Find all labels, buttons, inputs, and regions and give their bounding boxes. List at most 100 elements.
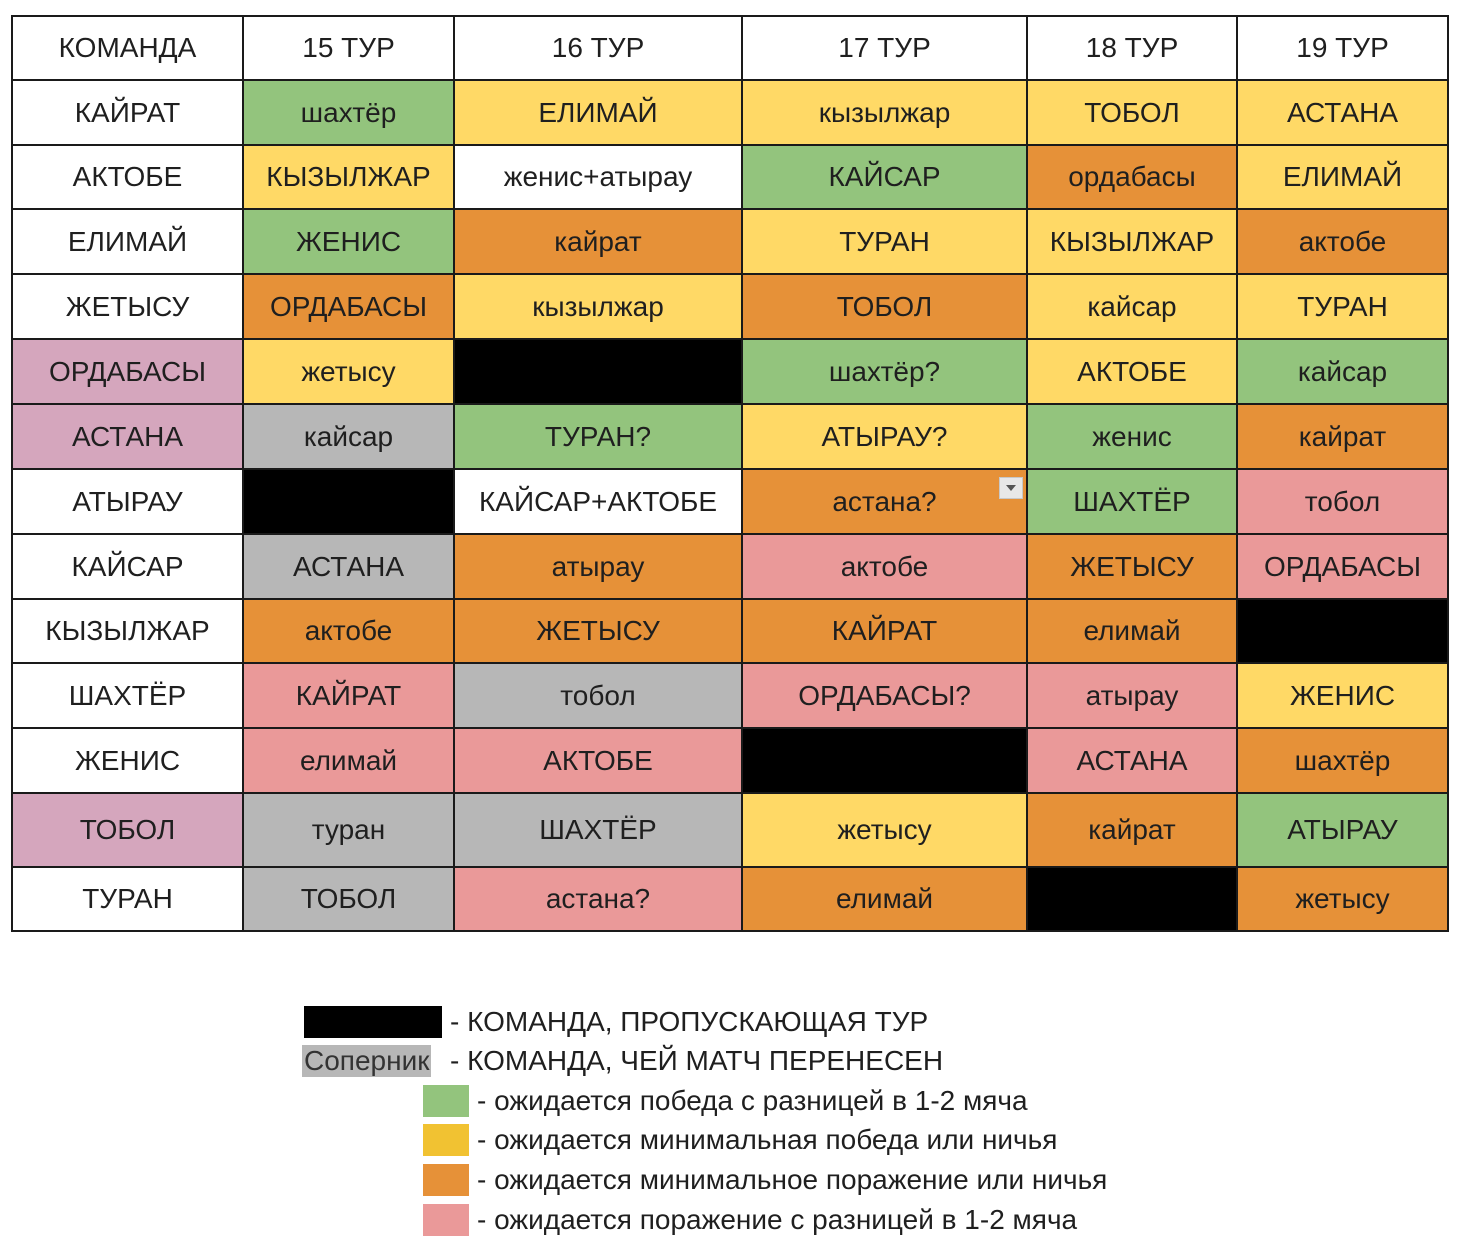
opponent-cell[interactable]: шахтёр xyxy=(242,79,455,146)
opponent-cell[interactable]: ШАХТЁР xyxy=(453,792,743,868)
opponent-cell[interactable]: кайсар xyxy=(1236,338,1449,405)
opponent-cell[interactable]: актобе xyxy=(741,533,1028,600)
bye-cell[interactable] xyxy=(453,338,743,405)
opponent-cell[interactable]: АКТОБЕ xyxy=(1026,338,1238,405)
opponent-cell[interactable]: кызылжар xyxy=(741,79,1028,146)
opponent-cell[interactable]: АСТАНА xyxy=(1026,727,1238,794)
opponent-cell[interactable]: КЫЗЫЛЖАР xyxy=(242,144,455,210)
opponent-cell[interactable]: КАЙРАТ xyxy=(242,662,455,729)
opponent-label: жетысу xyxy=(301,355,396,387)
opponent-cell[interactable]: кайрат xyxy=(1026,792,1238,868)
opponent-cell[interactable]: ШАХТЁР xyxy=(1026,468,1238,535)
opponent-cell[interactable]: ЕЛИМАЙ xyxy=(453,79,743,146)
header-team[interactable]: КОМАНДА xyxy=(11,15,244,81)
opponent-cell[interactable]: ордабасы xyxy=(1026,144,1238,210)
team-cell[interactable]: ЕЛИМАЙ xyxy=(11,208,244,275)
opponent-cell[interactable]: АТЫРАУ? xyxy=(741,403,1028,470)
legend-label-win-min: - ожидается минимальная победа или ничья xyxy=(477,1124,1058,1155)
opponent-cell[interactable]: ЕЛИМАЙ xyxy=(1236,144,1449,210)
opponent-label: ЖЕТЫСУ xyxy=(1070,550,1194,582)
team-cell[interactable]: КАЙСАР xyxy=(11,533,244,600)
opponent-cell[interactable]: ТОБОЛ xyxy=(1026,79,1238,146)
opponent-cell[interactable]: кайсар xyxy=(242,403,455,470)
opponent-cell[interactable]: актобе xyxy=(242,598,455,664)
opponent-cell[interactable]: женис+атырау xyxy=(453,144,743,210)
opponent-cell[interactable]: ЖЕНИС xyxy=(1236,662,1449,729)
opponent-cell[interactable]: ОРДАБАСЫ? xyxy=(741,662,1028,729)
header-round[interactable]: 15 ТУР xyxy=(242,15,455,81)
header-round[interactable]: 19 ТУР xyxy=(1236,15,1449,81)
opponent-cell[interactable]: КАЙРАТ xyxy=(741,598,1028,664)
opponent-cell[interactable]: ОРДАБАСЫ xyxy=(242,273,455,340)
bye-cell[interactable] xyxy=(1236,598,1449,664)
opponent-cell[interactable]: кызылжар xyxy=(453,273,743,340)
opponent-cell[interactable]: жетысу xyxy=(242,338,455,405)
opponent-cell[interactable]: елимай xyxy=(741,866,1028,932)
opponent-cell[interactable]: тобол xyxy=(1236,468,1449,535)
legend-label-win-big: - ожидается победа с разницей в 1-2 мяча xyxy=(477,1085,1028,1116)
team-cell[interactable]: АКТОБЕ xyxy=(11,144,244,210)
opponent-cell[interactable]: шахтёр xyxy=(1236,727,1449,794)
opponent-cell[interactable]: елимай xyxy=(242,727,455,794)
team-cell[interactable]: КАЙРАТ xyxy=(11,79,244,146)
opponent-cell[interactable]: кайрат xyxy=(453,208,743,275)
opponent-cell[interactable]: тобол xyxy=(453,662,743,729)
opponent-cell[interactable]: ЖЕТЫСУ xyxy=(453,598,743,664)
team-cell[interactable]: АСТАНА xyxy=(11,403,244,470)
opponent-cell[interactable]: КАЙСАР xyxy=(741,144,1028,210)
table-row: АСТАНА кайсар ТУРАН? АТЫРАУ? женис кайрат xyxy=(11,403,1449,470)
dropdown-arrow-icon[interactable] xyxy=(999,477,1023,499)
team-cell[interactable]: АТЫРАУ xyxy=(11,468,244,535)
opponent-cell[interactable]: ЖЕТЫСУ xyxy=(1026,533,1238,600)
team-cell[interactable]: ШАХТЁР xyxy=(11,662,244,729)
opponent-label: ТОБОЛ xyxy=(836,290,933,322)
opponent-label: атырау xyxy=(1085,679,1179,711)
team-cell[interactable]: КЫЗЫЛЖАР xyxy=(11,598,244,664)
opponent-cell[interactable]: КАЙСАР+АКТОБЕ xyxy=(453,468,743,535)
opponent-cell[interactable]: ТУРАН? xyxy=(453,403,743,470)
team-cell[interactable]: ЖЕНИС xyxy=(11,727,244,794)
opponent-label: женис+атырау xyxy=(503,161,693,192)
opponent-cell[interactable]: актобе xyxy=(1236,208,1449,275)
opponent-cell[interactable]: АСТАНА xyxy=(242,533,455,600)
header-round[interactable]: 17 ТУР xyxy=(741,15,1028,81)
table-row: ТУРАН ТОБОЛ астана? елимай жетысу xyxy=(11,866,1449,932)
opponent-cell[interactable]: жетысу xyxy=(1236,866,1449,932)
table-row: ТОБОЛ туран ШАХТЁР жетысу кайрат АТЫРАУ xyxy=(11,792,1449,868)
opponent-cell[interactable]: ОРДАБАСЫ xyxy=(1236,533,1449,600)
opponent-cell[interactable]: атырау xyxy=(1026,662,1238,729)
opponent-cell[interactable]: АСТАНА xyxy=(1236,79,1449,146)
opponent-cell[interactable]: астана? xyxy=(453,866,743,932)
opponent-label: АТЫРАУ? xyxy=(821,420,948,452)
table-row: КАЙРАТ шахтёр ЕЛИМАЙ кызылжар ТОБОЛ АСТАНА xyxy=(11,79,1449,146)
opponent-cell[interactable]: кайрат xyxy=(1236,403,1449,470)
opponent-cell[interactable]: туран xyxy=(242,792,455,868)
team-cell[interactable]: ТОБОЛ xyxy=(11,792,244,868)
opponent-cell[interactable]: ЖЕНИС xyxy=(242,208,455,275)
opponent-cell[interactable]: атырау xyxy=(453,533,743,600)
bye-cell[interactable] xyxy=(242,468,455,535)
team-cell[interactable]: ОРДАБАСЫ xyxy=(11,338,244,405)
team-cell[interactable]: ТУРАН xyxy=(11,866,244,932)
opponent-cell[interactable]: женис xyxy=(1026,403,1238,470)
header-round[interactable]: 16 ТУР xyxy=(453,15,743,81)
opponent-cell[interactable]: ТОБОЛ xyxy=(741,273,1028,340)
opponent-cell[interactable]: елимай xyxy=(1026,598,1238,664)
bye-cell[interactable] xyxy=(1026,866,1238,932)
opponent-label: ШАХТЁР xyxy=(1073,485,1191,517)
opponent-cell[interactable]: АТЫРАУ xyxy=(1236,792,1449,868)
opponent-cell[interactable]: ТОБОЛ xyxy=(242,866,455,932)
opponent-cell[interactable]: кайсар xyxy=(1026,273,1238,340)
bye-cell[interactable] xyxy=(741,727,1028,794)
opponent-cell[interactable]: ТУРАН xyxy=(1236,273,1449,340)
legend-label-postponed: - КОМАНДА, ЧЕЙ МАТЧ ПЕРЕНЕСЕН xyxy=(450,1045,944,1076)
opponent-cell[interactable]: АКТОБЕ xyxy=(453,727,743,794)
opponent-cell[interactable]: КЫЗЫЛЖАР xyxy=(1026,208,1238,275)
opponent-label: КАЙРАТ xyxy=(831,615,938,646)
header-round[interactable]: 18 ТУР xyxy=(1026,15,1238,81)
opponent-cell[interactable]: ТУРАН xyxy=(741,208,1028,275)
team-cell[interactable]: ЖЕТЫСУ xyxy=(11,273,244,340)
opponent-cell[interactable]: шахтёр? xyxy=(741,338,1028,405)
opponent-cell[interactable]: жетысу xyxy=(741,792,1028,868)
opponent-cell[interactable]: астана? xyxy=(741,468,1028,535)
